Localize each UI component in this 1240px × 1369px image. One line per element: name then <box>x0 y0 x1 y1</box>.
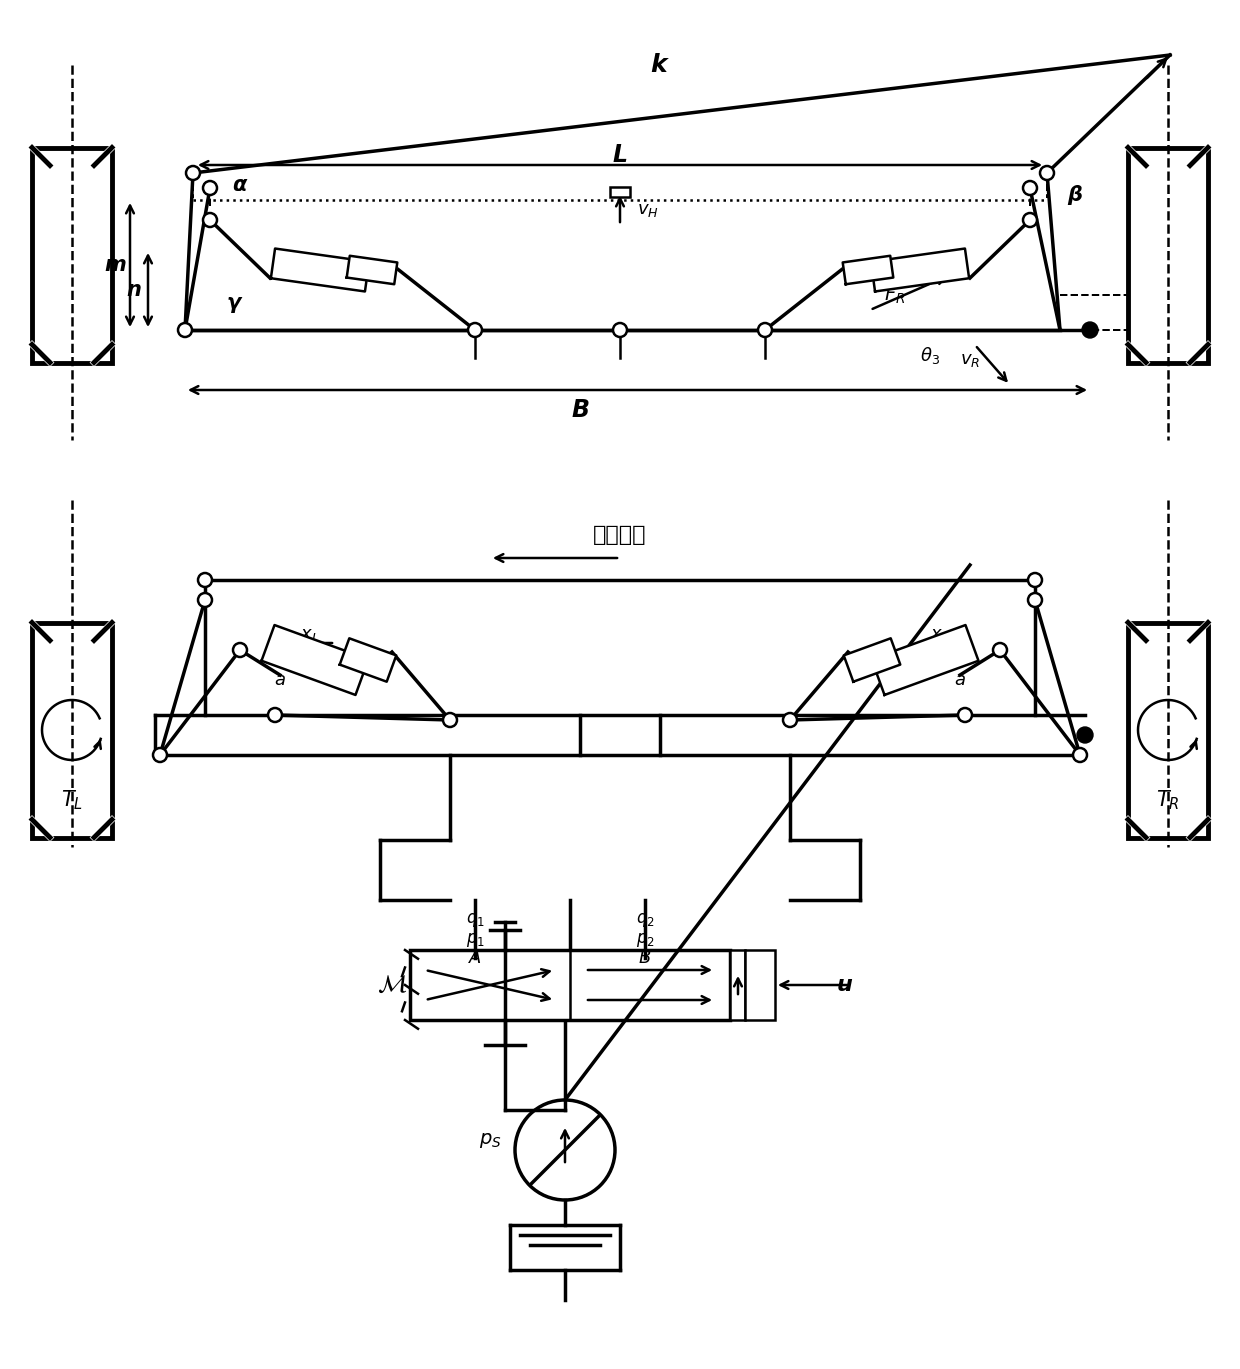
Bar <box>1128 148 1208 363</box>
Circle shape <box>1023 214 1037 227</box>
Text: $p_2$: $p_2$ <box>636 931 655 949</box>
Circle shape <box>613 323 627 337</box>
Text: $x_L$: $x_L$ <box>300 626 320 643</box>
Text: $A$: $A$ <box>334 656 346 674</box>
Polygon shape <box>870 249 970 292</box>
Bar <box>730 950 745 1020</box>
Circle shape <box>153 747 167 763</box>
Text: $a$: $a$ <box>274 671 286 689</box>
Polygon shape <box>843 638 900 682</box>
Polygon shape <box>843 256 893 285</box>
Circle shape <box>186 166 200 179</box>
Circle shape <box>203 214 217 227</box>
Text: $A$: $A$ <box>467 949 482 967</box>
Polygon shape <box>270 249 370 292</box>
Text: $\boldsymbol{F_R}$: $\boldsymbol{F_R}$ <box>884 285 905 305</box>
Circle shape <box>993 643 1007 657</box>
Circle shape <box>1023 181 1037 194</box>
Text: $\boldsymbol{n}$: $\boldsymbol{n}$ <box>126 281 141 300</box>
Circle shape <box>443 713 458 727</box>
Bar <box>1128 623 1208 838</box>
Circle shape <box>959 708 972 721</box>
Polygon shape <box>340 638 397 682</box>
Bar <box>32 148 112 363</box>
Text: $\boldsymbol{B}$: $\boldsymbol{B}$ <box>570 398 589 422</box>
Text: $\boldsymbol{\alpha}$: $\boldsymbol{\alpha}$ <box>232 175 248 194</box>
Text: $A$: $A$ <box>894 656 906 674</box>
Circle shape <box>198 574 212 587</box>
Text: $\boldsymbol{m}$: $\boldsymbol{m}$ <box>104 255 126 275</box>
Text: $x_R$: $x_R$ <box>930 626 950 643</box>
Text: $\boldsymbol{L}$: $\boldsymbol{L}$ <box>613 142 627 167</box>
Circle shape <box>758 323 773 337</box>
Circle shape <box>1083 322 1097 338</box>
Bar <box>410 950 730 1020</box>
Text: $q_1$: $q_1$ <box>465 910 485 930</box>
Text: $p_1$: $p_1$ <box>465 931 485 949</box>
Circle shape <box>1073 747 1087 763</box>
Bar <box>32 623 112 838</box>
Text: $p_S$: $p_S$ <box>479 1131 501 1150</box>
Text: $T_R$: $T_R$ <box>1156 789 1179 812</box>
Polygon shape <box>262 626 368 695</box>
Circle shape <box>515 1101 615 1201</box>
Circle shape <box>233 643 247 657</box>
Circle shape <box>268 708 281 721</box>
Text: $\mathcal{M}$: $\mathcal{M}$ <box>377 973 407 997</box>
Circle shape <box>198 593 212 606</box>
Circle shape <box>467 323 482 337</box>
Text: $\boldsymbol{k}$: $\boldsymbol{k}$ <box>650 53 670 77</box>
Polygon shape <box>872 626 978 695</box>
Text: $a$: $a$ <box>954 671 966 689</box>
Text: $q_2$: $q_2$ <box>636 910 655 930</box>
Circle shape <box>1028 574 1042 587</box>
Text: 转动方向: 转动方向 <box>593 524 647 545</box>
Text: $v_R$: $v_R$ <box>960 350 980 370</box>
Bar <box>745 950 775 1020</box>
Text: $\boldsymbol{\beta}$: $\boldsymbol{\beta}$ <box>1066 183 1083 207</box>
Text: $T_L$: $T_L$ <box>61 789 83 812</box>
Bar <box>610 188 630 197</box>
Text: $\boldsymbol{u}$: $\boldsymbol{u}$ <box>837 975 853 995</box>
Text: $B$: $B$ <box>639 949 652 967</box>
Text: $\theta_3$: $\theta_3$ <box>920 345 940 366</box>
Polygon shape <box>347 256 397 285</box>
Circle shape <box>179 323 192 337</box>
Circle shape <box>203 181 217 194</box>
Circle shape <box>1028 593 1042 606</box>
Circle shape <box>782 713 797 727</box>
Circle shape <box>1078 727 1092 743</box>
Text: $v_H$: $v_H$ <box>637 201 658 219</box>
Text: $\boldsymbol{\gamma}$: $\boldsymbol{\gamma}$ <box>226 294 244 315</box>
Circle shape <box>1040 166 1054 179</box>
